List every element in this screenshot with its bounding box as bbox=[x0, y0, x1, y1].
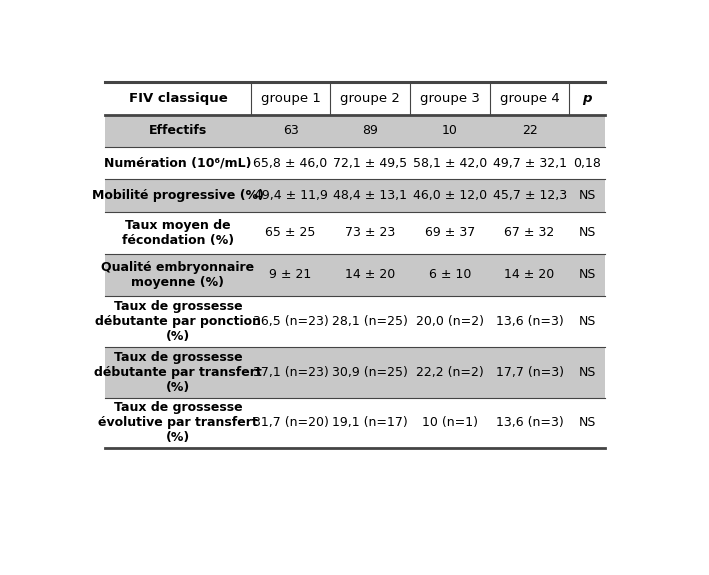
Bar bbox=[105, 114, 605, 147]
Text: 65 ± 25: 65 ± 25 bbox=[265, 226, 316, 239]
Text: 22,2 (n=2): 22,2 (n=2) bbox=[416, 366, 484, 378]
Text: 49,7 ± 32,1: 49,7 ± 32,1 bbox=[493, 156, 566, 170]
Text: 89: 89 bbox=[362, 124, 378, 137]
Text: 49,4 ± 11,9: 49,4 ± 11,9 bbox=[254, 189, 328, 202]
Text: 69 ± 37: 69 ± 37 bbox=[425, 226, 475, 239]
Bar bbox=[105, 179, 605, 212]
Text: Qualité embryonnaire
moyenne (%): Qualité embryonnaire moyenne (%) bbox=[101, 260, 255, 289]
Text: 0,18: 0,18 bbox=[574, 156, 601, 170]
Bar bbox=[105, 212, 605, 254]
Text: 67 ± 32: 67 ± 32 bbox=[505, 226, 554, 239]
Text: Taux de grossesse
débutante par ponction
(%): Taux de grossesse débutante par ponction… bbox=[95, 300, 261, 343]
Text: 30,9 (n=25): 30,9 (n=25) bbox=[333, 366, 408, 378]
Text: 13,6 (n=3): 13,6 (n=3) bbox=[496, 315, 564, 328]
Text: NS: NS bbox=[579, 268, 596, 281]
Text: 22: 22 bbox=[522, 124, 537, 137]
Text: 65,8 ± 46,0: 65,8 ± 46,0 bbox=[253, 156, 328, 170]
Text: 73 ± 23: 73 ± 23 bbox=[345, 226, 396, 239]
Text: 48,4 ± 13,1: 48,4 ± 13,1 bbox=[333, 189, 407, 202]
Text: 14 ± 20: 14 ± 20 bbox=[345, 268, 396, 281]
Text: 36,5 (n=23): 36,5 (n=23) bbox=[252, 315, 328, 328]
Text: 19,1 (n=17): 19,1 (n=17) bbox=[333, 416, 408, 430]
Text: 13,6 (n=3): 13,6 (n=3) bbox=[496, 416, 564, 430]
Text: groupe 4: groupe 4 bbox=[500, 92, 559, 105]
Text: 45,7 ± 12,3: 45,7 ± 12,3 bbox=[493, 189, 566, 202]
Text: 14 ± 20: 14 ± 20 bbox=[505, 268, 554, 281]
Text: 10: 10 bbox=[442, 124, 458, 137]
Text: 72,1 ± 49,5: 72,1 ± 49,5 bbox=[333, 156, 407, 170]
Text: Effectifs: Effectifs bbox=[149, 124, 207, 137]
Text: NS: NS bbox=[579, 315, 596, 328]
Bar bbox=[105, 296, 605, 347]
Text: Taux moyen de
fécondation (%): Taux moyen de fécondation (%) bbox=[122, 218, 234, 247]
Text: groupe 1: groupe 1 bbox=[261, 92, 320, 105]
Bar bbox=[105, 254, 605, 296]
Text: NS: NS bbox=[579, 189, 596, 202]
Text: 28,1 (n=25): 28,1 (n=25) bbox=[333, 315, 408, 328]
Text: groupe 2: groupe 2 bbox=[340, 92, 400, 105]
Text: 10 (n=1): 10 (n=1) bbox=[422, 416, 478, 430]
Text: 31,7 (n=20): 31,7 (n=20) bbox=[252, 416, 328, 430]
Text: 63: 63 bbox=[283, 124, 298, 137]
Text: groupe 3: groupe 3 bbox=[420, 92, 480, 105]
Bar bbox=[105, 347, 605, 397]
Text: Taux de grossesse
évolutive par transfert
(%): Taux de grossesse évolutive par transfer… bbox=[98, 401, 258, 444]
Text: NS: NS bbox=[579, 366, 596, 378]
Text: 58,1 ± 42,0: 58,1 ± 42,0 bbox=[413, 156, 487, 170]
Bar bbox=[105, 147, 605, 179]
Text: 37,1 (n=23): 37,1 (n=23) bbox=[252, 366, 328, 378]
Text: 6 ± 10: 6 ± 10 bbox=[429, 268, 471, 281]
Text: NS: NS bbox=[579, 416, 596, 430]
Text: 17,7 (n=3): 17,7 (n=3) bbox=[496, 366, 564, 378]
Text: Taux de grossesse
débutante par transfert
(%): Taux de grossesse débutante par transfer… bbox=[94, 351, 262, 393]
Text: 20,0 (n=2): 20,0 (n=2) bbox=[416, 315, 484, 328]
Text: Numération (10⁶/mL): Numération (10⁶/mL) bbox=[104, 156, 252, 170]
Text: 9 ± 21: 9 ± 21 bbox=[269, 268, 312, 281]
Text: 46,0 ± 12,0: 46,0 ± 12,0 bbox=[413, 189, 487, 202]
Text: NS: NS bbox=[579, 226, 596, 239]
Bar bbox=[105, 397, 605, 449]
Text: p: p bbox=[583, 92, 592, 105]
Text: Mobilité progressive (%): Mobilité progressive (%) bbox=[92, 189, 264, 202]
Text: FIV classique: FIV classique bbox=[128, 92, 228, 105]
